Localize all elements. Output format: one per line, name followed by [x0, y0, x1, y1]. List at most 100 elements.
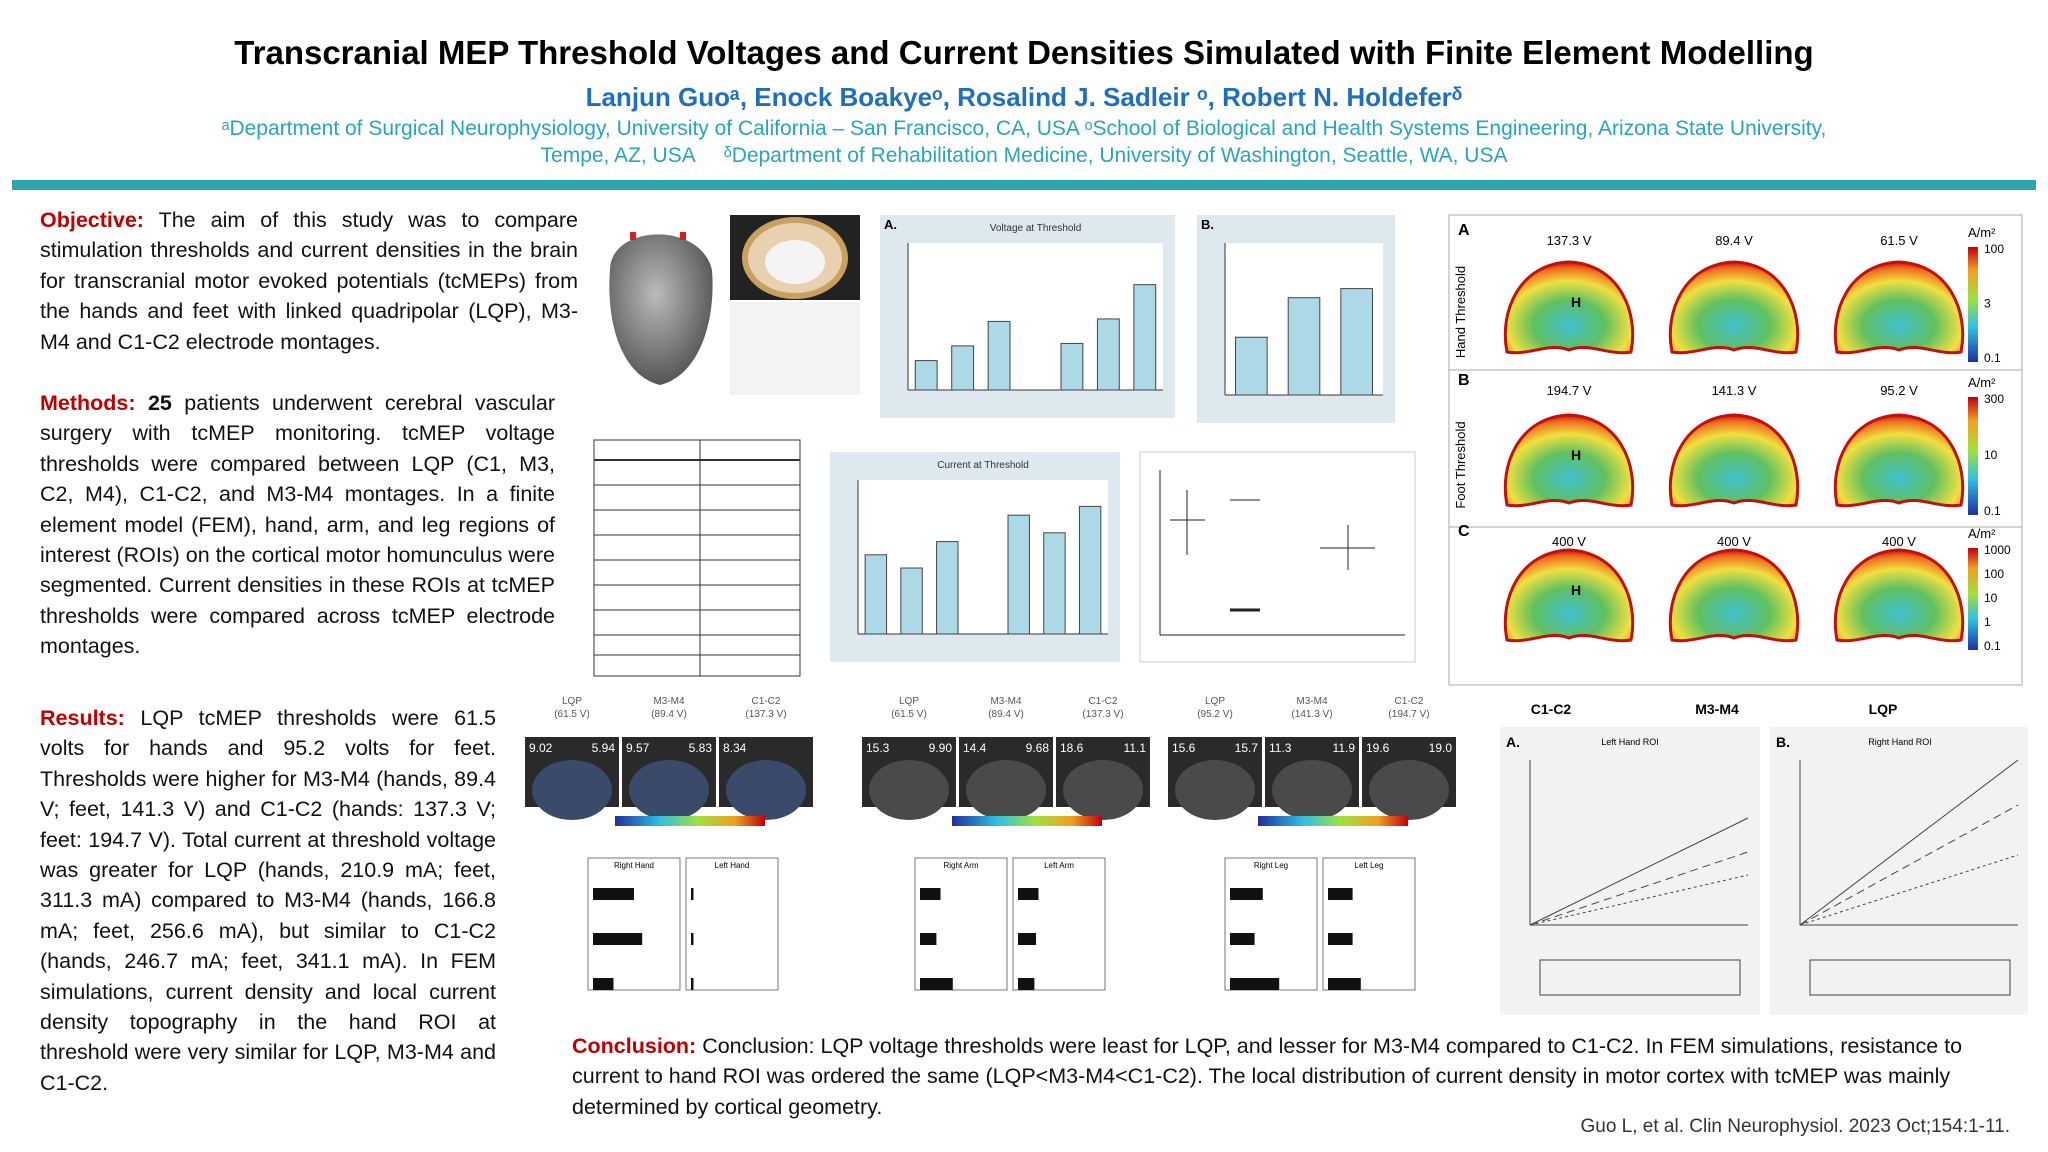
brain-map — [1833, 260, 1965, 355]
panel-value: 9.57 — [626, 741, 650, 755]
panel-value: 15.7 — [1235, 741, 1259, 755]
label: Conclusion: — [572, 1034, 697, 1058]
mri-panel — [1265, 737, 1359, 807]
panel-value: 8.34 — [723, 741, 747, 755]
panel-value: 9.90 — [929, 741, 953, 755]
unit-label: A/m² — [1968, 375, 1996, 390]
panel-voltage: (89.4 V) — [988, 709, 1024, 720]
bar — [1235, 336, 1268, 396]
text: LQP tcMEP thresholds were 61.5 volts for… — [40, 706, 496, 1095]
density-bar — [1328, 933, 1353, 945]
panel-value: 9.02 — [529, 741, 553, 755]
bar — [900, 567, 923, 635]
title: Transcranial MEP Threshold Voltages and … — [234, 34, 1814, 71]
density-bar — [1230, 933, 1255, 945]
colorbar-label: 300 — [1984, 392, 2004, 406]
panel-name: M3-M4 — [1296, 696, 1328, 707]
density-bar — [1018, 933, 1037, 945]
brain-map — [1833, 548, 1965, 643]
scatter-panel — [1139, 451, 1416, 663]
brain-map — [1833, 413, 1965, 508]
label: Methods: — [40, 391, 136, 415]
density-box — [685, 857, 779, 991]
bar — [1287, 297, 1321, 396]
bar — [1060, 342, 1084, 391]
table — [593, 439, 801, 677]
mri-panel — [1362, 737, 1456, 807]
row-label: B — [1458, 372, 1470, 389]
density-box — [587, 857, 681, 991]
panel-name: LQP — [562, 696, 582, 707]
colorbar-label: 0.1 — [1984, 351, 2001, 365]
column-label: LQP — [1869, 701, 1898, 717]
mri-panel — [862, 737, 956, 807]
colorbar-label: 10 — [1984, 591, 1998, 605]
panel-value: 18.6 — [1060, 741, 1084, 755]
mri-brain — [869, 760, 949, 820]
panel-value: 9.68 — [1026, 741, 1050, 755]
density-bar — [691, 888, 694, 900]
mri-brain — [966, 760, 1046, 820]
density-box — [1224, 857, 1318, 991]
panel-label: A. — [884, 217, 897, 232]
row-label: A — [1458, 222, 1470, 239]
colorbar-label: 100 — [1984, 242, 2004, 256]
mri-brain — [1369, 760, 1449, 820]
chart-title: Current at Threshold — [937, 460, 1029, 471]
panel-value: 11.1 — [1124, 741, 1147, 755]
roi-label: H — [1571, 294, 1581, 310]
density-bar — [593, 888, 634, 900]
mri-brain — [532, 760, 612, 820]
chart-bg — [880, 215, 1175, 418]
roi-label: H — [1571, 447, 1581, 463]
density-box — [914, 857, 1008, 991]
density-title: Right Arm — [943, 861, 978, 870]
chart-title: Right Hand ROI — [1868, 737, 1932, 747]
panel-label: A. — [1506, 734, 1520, 750]
mri-panel — [622, 737, 716, 807]
voltage-label: 141.3 V — [1712, 383, 1757, 398]
density-bar — [1328, 978, 1361, 990]
panel-value: 5.83 — [689, 741, 713, 755]
plot-area — [1225, 243, 1383, 395]
panel-voltage: (89.4 V) — [651, 709, 687, 720]
density-bar — [691, 978, 694, 990]
plot-area — [908, 243, 1163, 390]
colorbar-label: 1000 — [1984, 543, 2011, 557]
panel-value: 15.6 — [1172, 741, 1196, 755]
colorbar — [1968, 397, 1978, 515]
head-model — [594, 215, 860, 395]
panel-value: 14.4 — [963, 741, 987, 755]
colorbar-label: 3 — [1984, 297, 1991, 311]
voltage-label: 137.3 V — [1547, 233, 1592, 248]
mri-brain — [726, 760, 806, 820]
column-label: C1-C2 — [1531, 701, 1572, 717]
colorbar — [615, 816, 765, 826]
bar — [1007, 514, 1030, 635]
density-bar — [593, 978, 614, 990]
panel-name: C1-C2 — [1089, 696, 1118, 707]
bar — [1133, 284, 1157, 391]
mri-brain — [1063, 760, 1143, 820]
mri-panel — [525, 737, 619, 807]
brain-map — [1503, 548, 1635, 643]
voltage-label: 194.7 V — [1547, 383, 1592, 398]
colorbar-label: 0.1 — [1984, 504, 2001, 518]
panel-voltage: (61.5 V) — [554, 709, 590, 720]
density-title: Left Leg — [1355, 861, 1384, 870]
voltage-label: 95.2 V — [1880, 383, 1918, 398]
label: Objective: — [40, 208, 144, 232]
text: The aim of this study was to compare sti… — [40, 208, 578, 354]
bar — [1043, 532, 1066, 635]
panel-name: LQP — [1205, 696, 1225, 707]
panel-value: 19.0 — [1429, 741, 1453, 755]
density-bar — [593, 933, 643, 945]
bar — [1096, 318, 1120, 391]
panel-label: B. — [1776, 734, 1790, 750]
panel-value: 11.9 — [1333, 741, 1356, 755]
voltage-label: 400 V — [1882, 534, 1916, 549]
brain-map — [1668, 548, 1800, 643]
affiliation: Tempe, AZ, USA ᵟDepartment of Rehabilita… — [540, 144, 1508, 167]
density-bar — [920, 978, 953, 990]
